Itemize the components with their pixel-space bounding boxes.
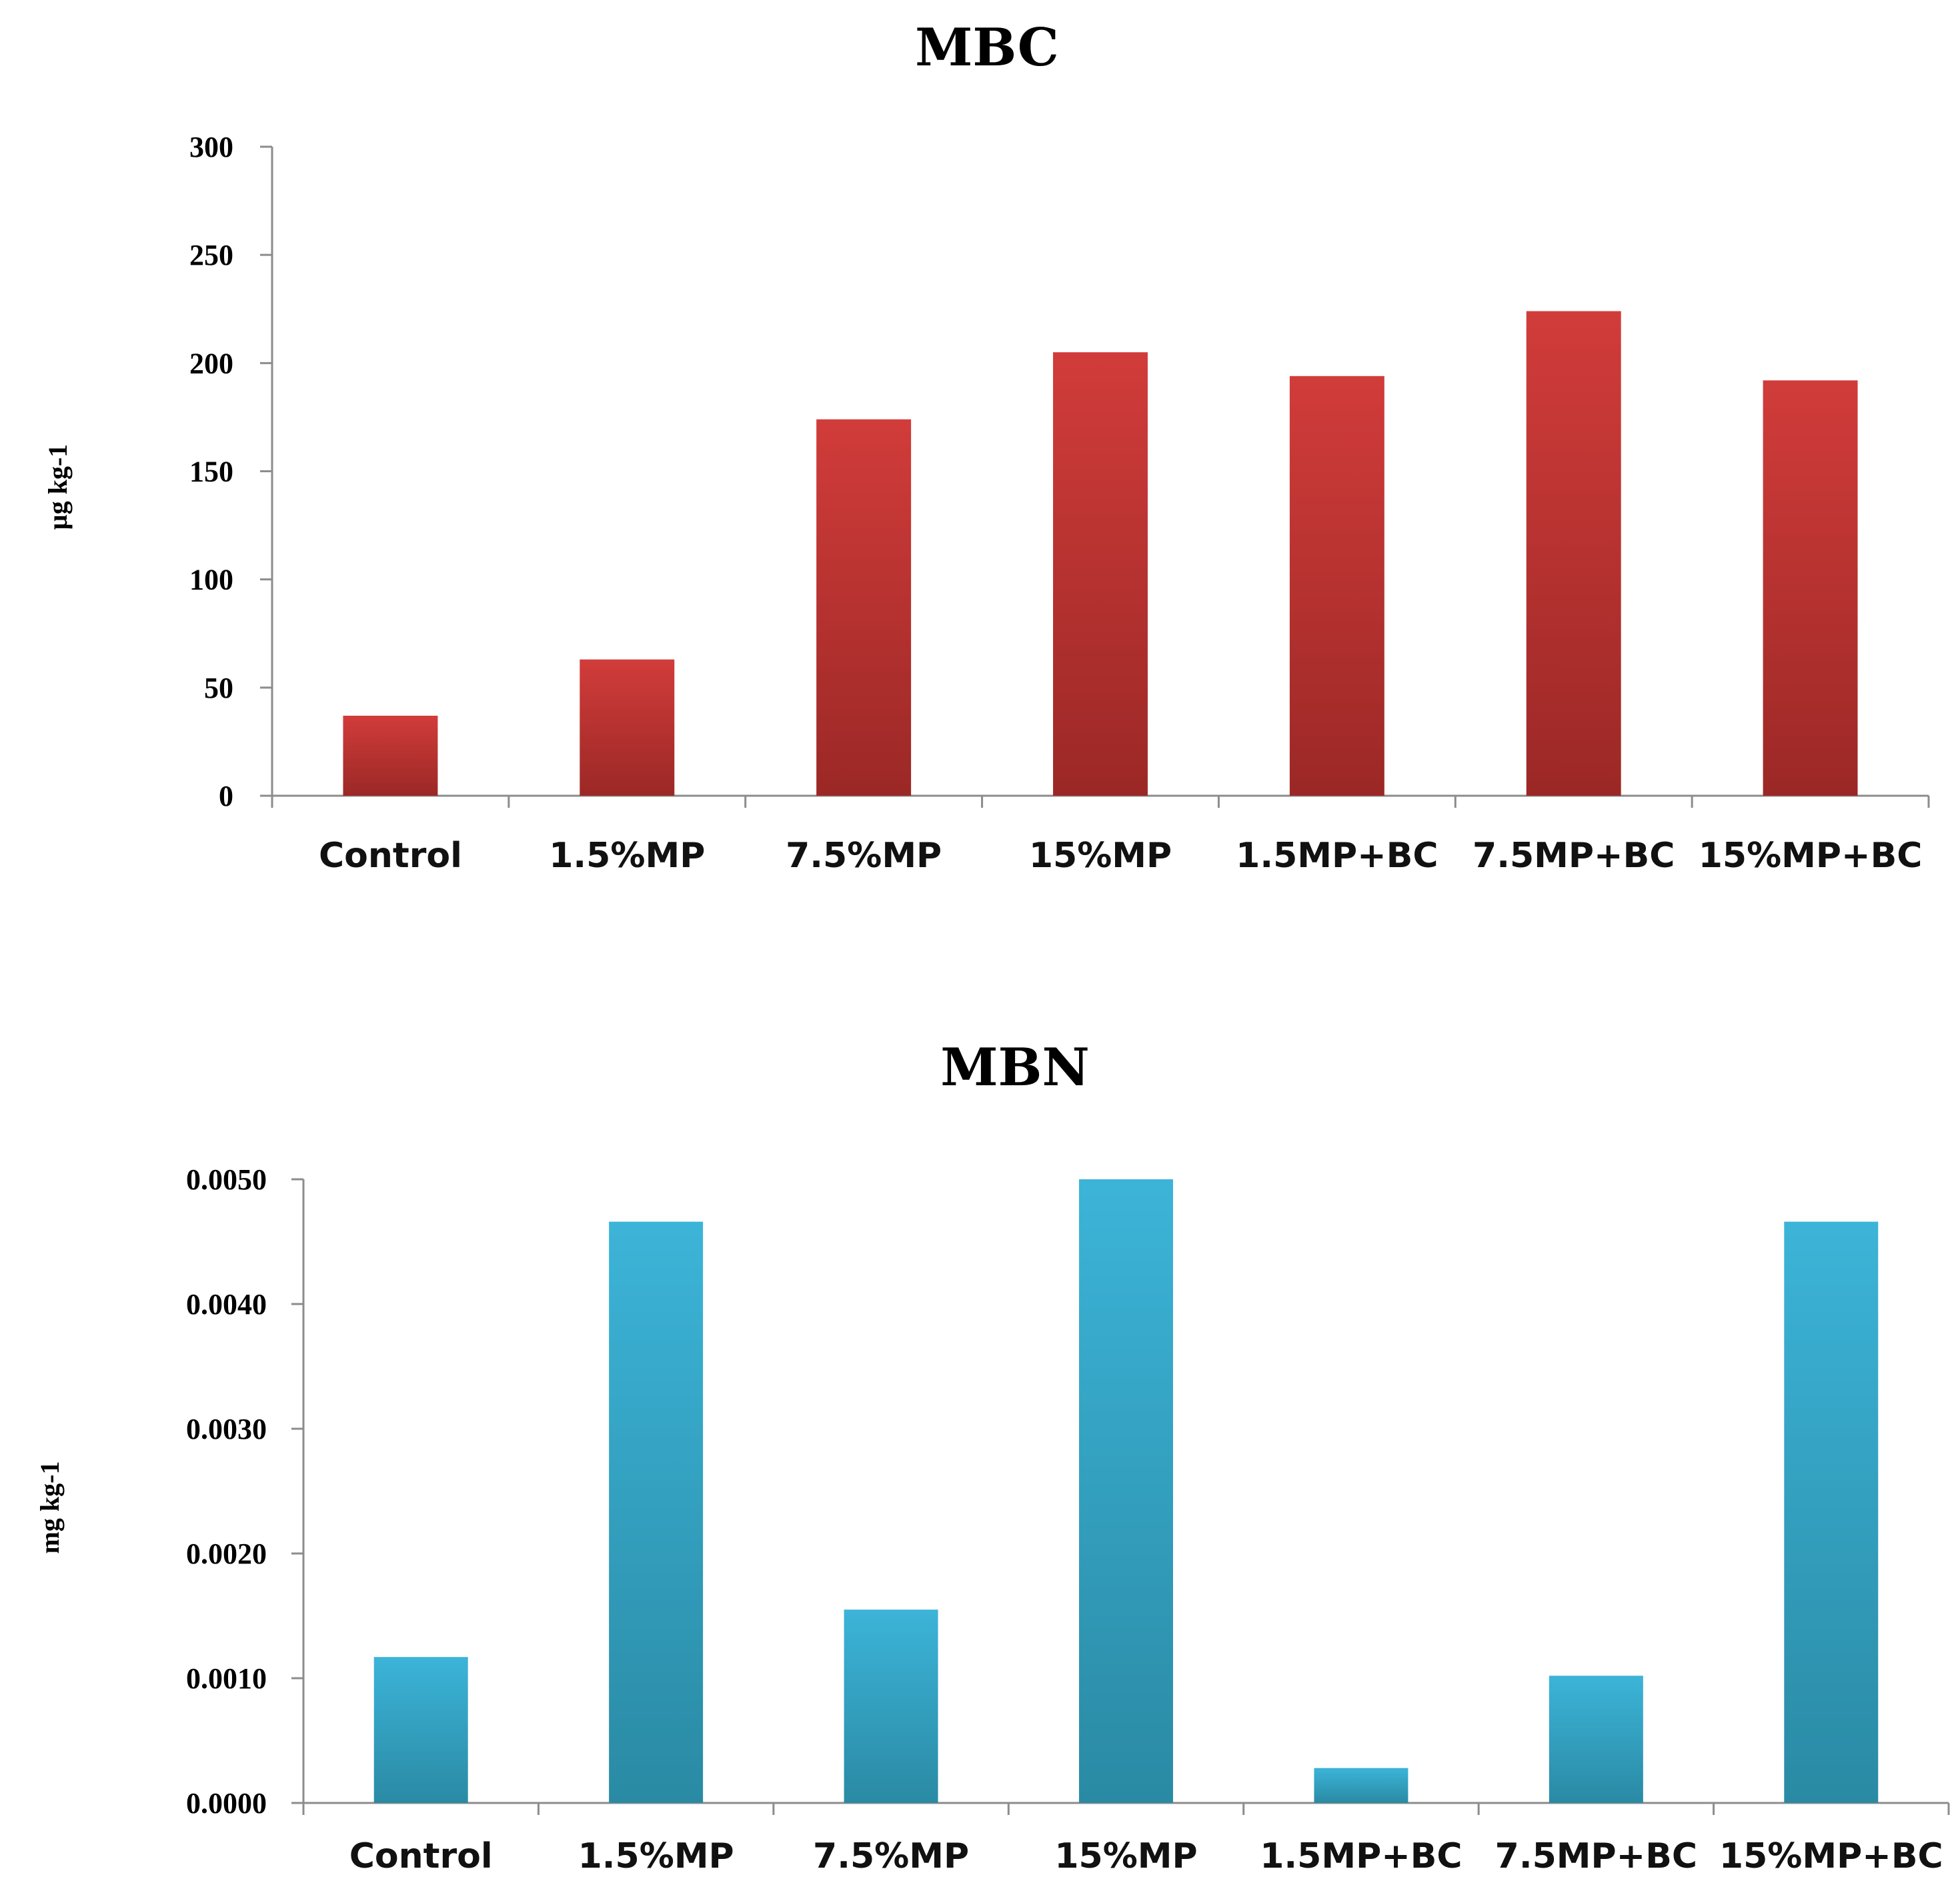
x-tick-label: 7.5MP+BC	[1473, 836, 1675, 876]
chart-mbc: MBC µg kg-1 0 50 100 150 200 250 300 Control 1.5…	[43, 17, 1930, 876]
bar-15-mp	[1079, 1179, 1173, 1803]
bar-15-mp-bc	[1784, 1221, 1879, 1803]
y-tick-label: 250	[189, 239, 233, 271]
chart-title-mbc: MBC	[915, 17, 1059, 78]
bar-1-5mp-bc	[1289, 376, 1384, 796]
y-tick-label: 0.0000	[186, 1787, 267, 1820]
bar-1-5-mp	[580, 659, 675, 796]
y-tick-label: 150	[189, 456, 233, 488]
x-tick-label: 15%MP	[1054, 1836, 1197, 1876]
y-tick-label: 200	[189, 347, 233, 380]
x-tick-label: 15%MP	[1029, 836, 1172, 876]
bar-7-5-mp	[816, 419, 912, 796]
y-tick-label: 0.0050	[186, 1163, 267, 1196]
plot-area-mbc: 0 50 100 150 200 250 300 Control 1.5%MP 7.5%MP 15%…	[189, 131, 1930, 876]
y-axis-label-mbc: µg kg-1	[43, 444, 73, 530]
x-tick-label: 1.5MP+BC	[1236, 836, 1438, 876]
bar-7-5-mp	[844, 1610, 938, 1803]
y-tick-label: 0.0010	[186, 1662, 267, 1695]
y-tick-label: 0.0020	[186, 1537, 267, 1570]
bar-7-5mp-bc	[1526, 311, 1621, 796]
x-tick-label: 7.5%MP	[786, 836, 942, 876]
y-tick-label: 50	[204, 672, 233, 704]
x-tick-label: 7.5%MP	[813, 1836, 969, 1876]
y-tick-label: 0	[219, 780, 233, 812]
y-axis-label-mbn: mg kg-1	[35, 1461, 65, 1554]
x-tick-label: Control	[319, 836, 462, 876]
bar-15-mp-bc	[1763, 380, 1858, 796]
bar-7-5mp-bc	[1549, 1676, 1643, 1803]
bar-control	[343, 715, 438, 796]
x-tick-label: 1.5%MP	[549, 836, 705, 876]
bar-control	[373, 1657, 468, 1803]
chart-title-mbn: MBN	[940, 1037, 1090, 1098]
x-tick-label: 15%MP+BC	[1719, 1836, 1943, 1876]
x-tick-label: Control	[349, 1836, 493, 1876]
y-tick-label: 300	[189, 131, 233, 163]
bar-1-5mp-bc	[1314, 1768, 1408, 1803]
x-tick-label: 7.5MP+BC	[1495, 1836, 1697, 1876]
x-tick-label: 1.5%MP	[578, 1836, 734, 1876]
bar-1-5-mp	[609, 1221, 704, 1803]
bar-15-mp	[1053, 352, 1148, 796]
x-tick-label: 15%MP+BC	[1699, 836, 1923, 876]
chart-mbn: MBN mg kg-1 0.00000.00100.00200.00300.00…	[35, 1037, 1950, 1876]
y-tick-label: 0.0030	[186, 1413, 267, 1445]
plot-area-mbn: 0.0000 0.0010 0.0020 0.0030 0.0040 0.0050 Cont…	[186, 1163, 1950, 1876]
y-tick-label: 100	[189, 564, 233, 596]
y-tick-label: 0.0040	[186, 1288, 267, 1321]
x-tick-label: 1.5MP+BC	[1260, 1836, 1462, 1876]
